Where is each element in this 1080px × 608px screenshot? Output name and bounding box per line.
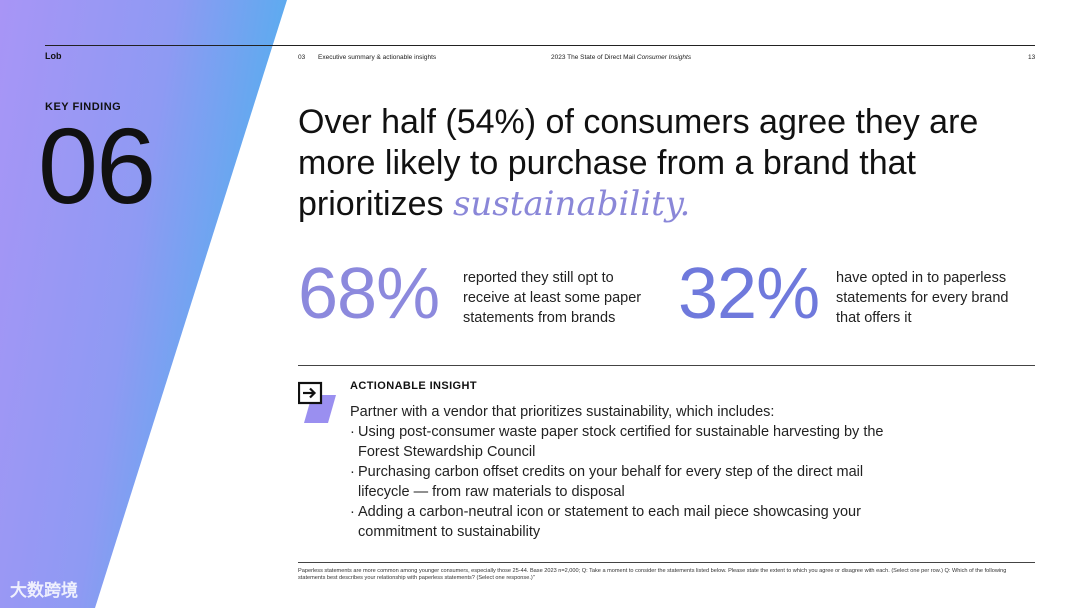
insight-bullet: Using post-consumer waste paper stock ce… <box>350 422 910 462</box>
stat-value-2: 32% <box>678 254 820 334</box>
stat-text-2: have opted in to paperless statements fo… <box>836 270 1009 326</box>
stat-text-1: reported they still opt to receive at le… <box>463 270 642 326</box>
watermark: 大数跨境 <box>10 581 78 600</box>
logo: Lob <box>45 51 62 61</box>
insight-body: Partner with a vendor that prioritizes s… <box>350 402 910 542</box>
insight-bullet: Purchasing carbon offset credits on your… <box>350 462 910 502</box>
insight-label: ACTIONABLE INSIGHT <box>350 380 477 392</box>
stat-value-1: 68% <box>298 254 440 334</box>
arrow-into-box-icon <box>297 381 338 423</box>
footnote-rule <box>298 562 1035 563</box>
headline-main: Over half (54%) of consumers agree they … <box>298 103 979 223</box>
page-number: 13 <box>1028 54 1036 61</box>
report-title-sub: Consumer Insights <box>636 54 692 61</box>
headline: Over half (54%) of consumers agree they … <box>298 102 1038 225</box>
footnote: Paperless statements are more common amo… <box>298 568 1007 581</box>
section-divider <box>298 365 1035 366</box>
sidebar-gradient <box>0 0 290 608</box>
key-finding-label: KEY FINDING <box>45 101 122 113</box>
header-rule <box>45 45 1035 46</box>
insight-intro: Partner with a vendor that prioritizes s… <box>350 404 775 420</box>
key-finding-number: 06 <box>38 105 156 226</box>
section-title: Executive summary & actionable insights <box>318 54 437 61</box>
report-title: 2023 The State of Direct Mail Consumer I… <box>551 54 691 61</box>
headline-emphasis: sustainability. <box>452 184 691 224</box>
section-number: 03 <box>298 54 306 61</box>
report-title-main: 2023 The State of Direct Mail <box>551 54 636 61</box>
insight-bullet: Adding a carbon-neutral icon or statemen… <box>350 502 910 542</box>
